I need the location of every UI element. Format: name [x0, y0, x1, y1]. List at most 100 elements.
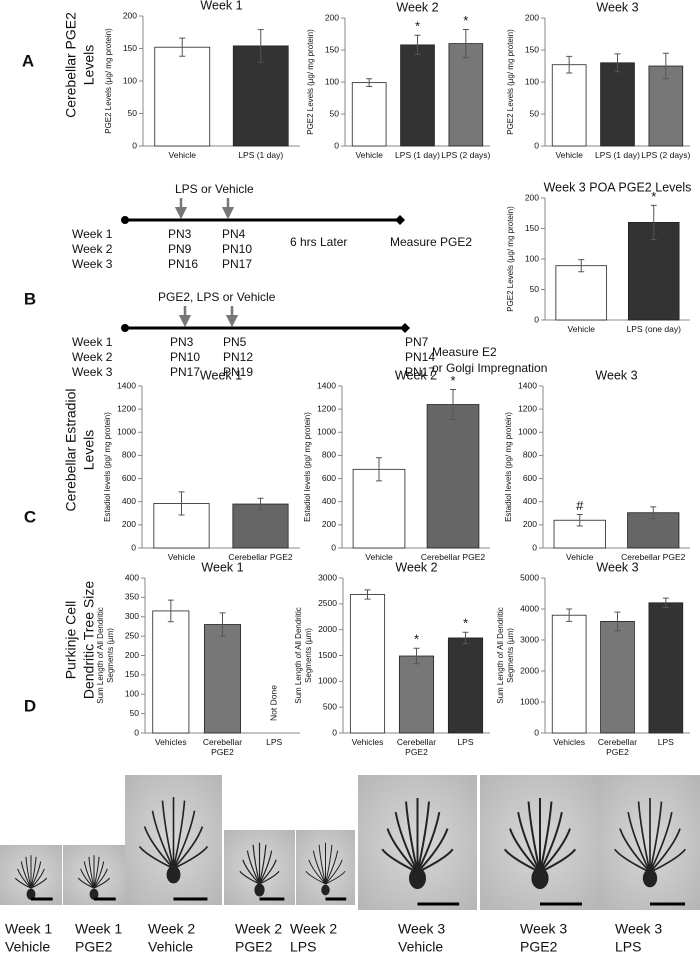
chart: Week 2 0 200 400 600 800 1000 1200 1400 Estadiol … [303, 368, 490, 562]
y-tick-label: 1000 [117, 427, 136, 437]
micrograph-caption: Vehicle [398, 939, 443, 955]
y-tick-label: 0 [332, 727, 337, 737]
bar [152, 610, 190, 734]
x-tick-label-box: Vehicle [555, 150, 582, 160]
soma [409, 867, 426, 890]
x-tick-label-box: LPS [266, 737, 283, 747]
error-bar [614, 53, 621, 73]
bar [426, 404, 480, 549]
y-axis-label: Estadiol levels (pg/ mg protein) [504, 412, 513, 522]
dendrites [14, 855, 48, 889]
week-label: Week 1 [72, 335, 113, 349]
bar [551, 64, 587, 147]
micrograph [480, 775, 600, 910]
y-tick-label: 1200 [518, 403, 537, 413]
x-tick-label: Vehicle [167, 552, 196, 562]
week-label: Week 2 [72, 350, 113, 364]
x-tick-label-box: Vehicle [355, 150, 382, 160]
x-tick-label: LPS [657, 737, 674, 747]
y-tick-label: 400 [125, 572, 139, 582]
error-bar [366, 78, 373, 87]
pn-label: PN10 [222, 242, 252, 256]
pn-label: PN3 [168, 227, 192, 241]
significance-marker: * [415, 19, 420, 34]
micrograph [358, 775, 477, 910]
micrograph-caption: PGE2 [520, 939, 558, 955]
y-tick-label: 0 [334, 140, 339, 150]
side-label: Dendritic Tree Size [81, 581, 97, 699]
y-axis-label: PGE2 Levels (µg/ mg protein) [306, 29, 315, 135]
error-bar [257, 497, 264, 511]
treatment-label: LPS or Vehicle [175, 182, 254, 196]
error-bar [414, 34, 421, 55]
x-tick-label: Vehicle [567, 324, 595, 334]
x-tick-label-box: LPS (1 day) [238, 150, 283, 160]
pn-label: PN7 [405, 335, 429, 349]
micrograph-caption: Vehicle [148, 939, 193, 955]
soma [166, 865, 181, 884]
micrograph-caption: LPS [290, 939, 316, 955]
y-tick-label: 200 [525, 12, 539, 22]
micrograph-caption: Week 3 [520, 921, 567, 937]
bar [627, 512, 680, 549]
x-tick-label: LPS [457, 737, 474, 747]
x-tick-label: Vehicles [553, 737, 585, 747]
bar [551, 614, 587, 734]
micrograph [0, 845, 62, 905]
side-label: Cerebellar PGE2 [63, 12, 79, 118]
y-tick-label: 0 [132, 140, 137, 150]
significance-marker: * [463, 616, 468, 631]
bar [447, 637, 484, 734]
chart: Week 2 0 50 100 150 200 PGE2 Levels (µg/ mg pr… [306, 0, 490, 160]
x-tick-label: LPS (one day) [626, 324, 681, 334]
y-tick-label: 2000 [318, 624, 337, 634]
bar [232, 503, 289, 549]
x-tick-label-box: Cerebellar PGE2 [621, 552, 685, 562]
x-tick-label: LPS [266, 737, 283, 747]
chart: Week 1 0 50 100 150 200 PGE2 Levels (µg/ mg pr… [104, 0, 300, 160]
micrograph [296, 830, 355, 905]
y-tick-label: 50 [530, 108, 540, 118]
x-tick-label-box: Vehicles [352, 737, 384, 747]
error-bar [167, 599, 174, 623]
bar [398, 655, 435, 734]
error-bar [450, 388, 456, 421]
panel-letter: A [22, 51, 34, 70]
y-tick-label: 0 [331, 542, 336, 552]
dendrites [381, 797, 454, 874]
treatment-label: PGE2, LPS or Vehicle [158, 290, 276, 304]
x-tick-label: LPS (1 day) [595, 150, 640, 160]
y-tick-label: 150 [123, 43, 137, 53]
y-tick-label: 600 [523, 473, 537, 483]
chart-title: Week 1 [201, 560, 243, 574]
y-tick-label: 5000 [520, 572, 539, 582]
y-tick-label: 150 [525, 223, 539, 233]
side-label: Levels [81, 430, 97, 470]
error-bar [413, 647, 420, 665]
y-tick-label: 250 [125, 630, 139, 640]
timeline-end [395, 215, 405, 225]
annotation: Not Done [268, 685, 278, 721]
x-tick-label-box: LPS (2 days) [641, 150, 690, 160]
y-tick-label: 2000 [520, 665, 539, 675]
pn-label: PN16 [168, 257, 198, 271]
y-tick-label: 500 [323, 701, 337, 711]
error-bar [462, 29, 469, 59]
y-tick-label: 300 [125, 611, 139, 621]
y-tick-label: 800 [322, 450, 336, 460]
y-tick-label: 100 [325, 76, 339, 86]
y-tick-label: 200 [322, 519, 336, 529]
x-tick-label: Vehicle [168, 150, 196, 160]
measure-label: Measure E2 [432, 345, 497, 359]
timeline-b [121, 306, 410, 333]
y-axis-label: Sum Length of All Dendritic [496, 607, 505, 704]
y-axis-label: PGE2 Levels (µg/ mg protein) [104, 28, 113, 134]
chart: Week 1 0 200 400 600 800 1000 1200 1400 Estadiol … [103, 368, 300, 562]
x-tick-label: Vehicle [365, 552, 393, 562]
x-tick-label: Cerebellar PGE2 [228, 552, 293, 562]
micrograph [224, 830, 295, 905]
y-tick-label: 150 [325, 44, 339, 54]
y-tick-label: 200 [123, 10, 137, 20]
chart-title: Week 3 [595, 368, 637, 382]
